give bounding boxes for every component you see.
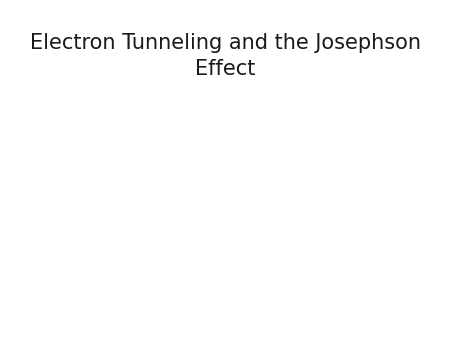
Text: Electron Tunneling and the Josephson
Effect: Electron Tunneling and the Josephson Eff…	[30, 33, 420, 79]
